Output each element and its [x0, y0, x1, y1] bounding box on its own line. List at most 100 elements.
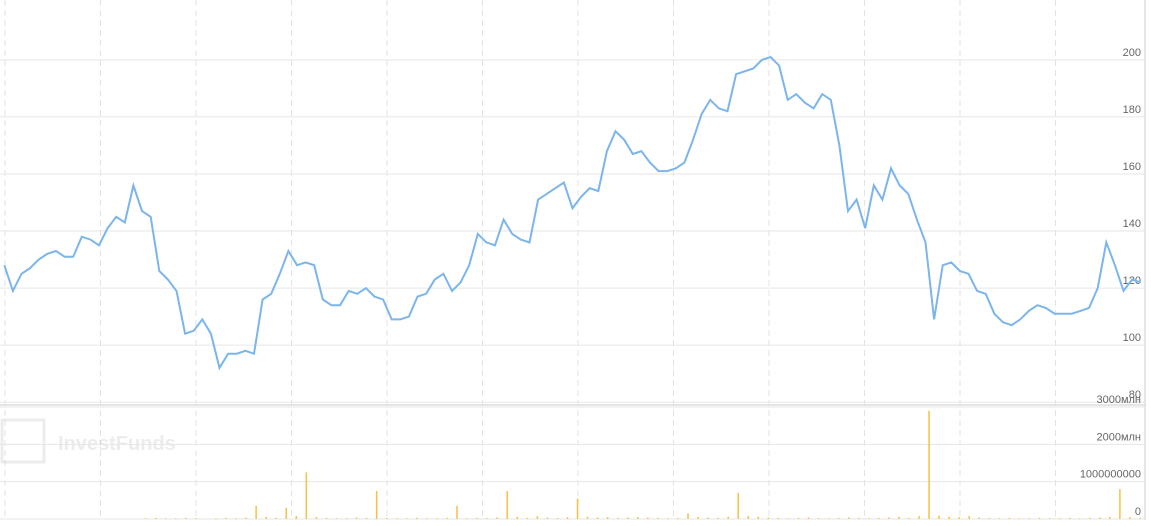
- volume-bar: [687, 513, 689, 519]
- volume-bar: [787, 518, 790, 519]
- volume-bar: [767, 517, 770, 519]
- volume-bar: [375, 491, 378, 519]
- volume-bar: [637, 517, 639, 519]
- volume-bar: [385, 517, 388, 519]
- volume-bar: [406, 518, 408, 519]
- volume-bar: [847, 517, 850, 519]
- volume-bar: [576, 498, 579, 519]
- volume-bar: [667, 518, 669, 519]
- volume-bar: [1038, 517, 1041, 519]
- volume-bar: [1028, 518, 1031, 519]
- y-tick-label: 1000000000: [1080, 469, 1141, 481]
- y-tick-label: 180: [1123, 104, 1141, 116]
- volume-bar: [958, 517, 960, 519]
- volume-bar: [1078, 518, 1081, 519]
- watermark-logo: [0, 418, 46, 464]
- volume-bar: [817, 517, 820, 519]
- volume-bar: [285, 507, 287, 519]
- volume-bar: [255, 505, 257, 519]
- y-tick-label: 2000млн: [1096, 431, 1141, 443]
- volume-bar: [365, 517, 368, 519]
- volume-bar: [747, 516, 750, 519]
- volume-bar: [777, 517, 780, 519]
- y-tick-label: 100: [1123, 332, 1141, 344]
- marks-layer: 80100120140160180200010000000002000млн30…: [0, 47, 1145, 520]
- volume-bar: [596, 517, 599, 519]
- volume-bar: [626, 517, 629, 519]
- volume-bar: [225, 517, 227, 519]
- volume-bar: [807, 517, 810, 519]
- volume-bar: [606, 517, 609, 519]
- volume-bar: [878, 517, 880, 519]
- volume-bar: [476, 517, 478, 519]
- volume-bar: [325, 517, 328, 519]
- volume-bar: [295, 516, 298, 519]
- volume-bar: [1119, 489, 1121, 519]
- volume-bar: [1018, 518, 1021, 519]
- y-tick-label: 80: [1129, 389, 1141, 401]
- y-tick-label: 160: [1123, 161, 1141, 173]
- volume-bar: [566, 517, 569, 519]
- volume-bar: [1129, 517, 1131, 519]
- volume-bar: [1139, 517, 1141, 519]
- volume-bar: [647, 517, 649, 519]
- volume-bar: [938, 515, 940, 519]
- volume-bar: [868, 518, 870, 519]
- volume-bar: [315, 517, 318, 519]
- volume-bar: [1068, 517, 1071, 519]
- volume-bar: [416, 517, 418, 519]
- volume-bar: [908, 517, 910, 519]
- volume-bar: [456, 505, 458, 519]
- volume-bar: [426, 518, 428, 519]
- volume-bar: [265, 516, 267, 519]
- volume-bar: [446, 517, 448, 519]
- volume-bar: [717, 517, 719, 519]
- volume-bar: [1089, 517, 1091, 519]
- volume-bar: [1109, 516, 1111, 519]
- y-tick-label: 140: [1123, 218, 1141, 230]
- price-line: [3, 55, 1142, 371]
- volume-bar: [556, 517, 559, 519]
- volume-bar: [858, 517, 860, 519]
- volume-bar: [988, 517, 991, 519]
- volume-bar: [948, 516, 950, 519]
- volume-bar: [827, 518, 830, 519]
- volume-bar: [797, 517, 800, 519]
- y-tick-label: 200: [1123, 47, 1141, 59]
- volume-bar: [486, 518, 488, 519]
- volume-bar: [245, 517, 247, 519]
- volume-bar: [727, 516, 729, 519]
- volume-bar: [737, 492, 739, 519]
- volume-bar: [707, 517, 709, 519]
- volume-bar: [898, 516, 900, 519]
- volume-bar: [978, 517, 981, 519]
- volume-bar: [395, 518, 398, 519]
- volume-bar: [164, 518, 167, 519]
- volume-bar: [657, 517, 659, 519]
- volume-bar: [536, 516, 539, 519]
- volume-bar: [305, 472, 308, 519]
- volume-bar: [275, 517, 277, 519]
- volume-bar: [496, 517, 498, 519]
- volume-bar: [235, 518, 237, 519]
- volume-bar: [697, 516, 699, 519]
- volume-bar: [918, 516, 920, 519]
- volume-bar: [154, 517, 157, 519]
- volume-bar: [516, 516, 519, 519]
- volume-bar: [345, 518, 348, 519]
- volume-bar: [757, 516, 760, 519]
- volume-bar: [677, 517, 679, 519]
- volume-bar: [335, 518, 338, 519]
- volume-bar: [436, 518, 438, 519]
- volume-bar: [185, 517, 187, 519]
- volume-bar: [1048, 518, 1051, 519]
- volume-bar: [526, 517, 529, 519]
- volume-bar: [355, 517, 358, 519]
- volume-bar: [586, 516, 589, 519]
- volume-bar: [837, 517, 840, 519]
- volume-bar: [888, 517, 890, 519]
- y-tick-label: 0: [1135, 506, 1141, 518]
- volume-bar: [616, 517, 619, 519]
- volume-bar: [506, 491, 508, 519]
